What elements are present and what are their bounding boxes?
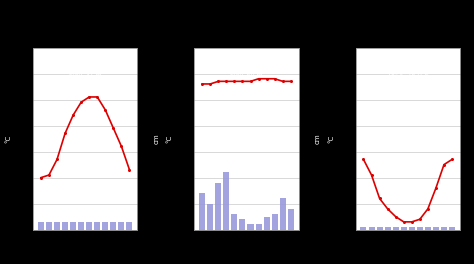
Bar [376, 227, 383, 230]
Bar [231, 214, 237, 230]
Text: Elev. 60 m: Elev. 60 m [230, 73, 263, 78]
Text: Elev. 31 m: Elev. 31 m [69, 73, 101, 78]
Bar [86, 222, 92, 230]
Y-axis label: °C: °C [5, 134, 11, 143]
Bar [409, 227, 415, 230]
Y-axis label: cm: cm [314, 133, 320, 144]
Y-axis label: cm: cm [153, 133, 159, 144]
Bar [288, 209, 294, 230]
Y-axis label: °C: °C [328, 134, 334, 143]
Bar [94, 222, 100, 230]
Bar [441, 227, 447, 230]
Bar [272, 214, 278, 230]
Bar [78, 222, 84, 230]
Bar [433, 227, 439, 230]
Bar [54, 222, 60, 230]
Text: Climograph 3: Climograph 3 [361, 24, 454, 37]
Text: Climograph 1: Climograph 1 [38, 24, 132, 37]
Bar [368, 227, 374, 230]
Bar [223, 172, 229, 230]
Bar [102, 222, 109, 230]
Bar [247, 224, 254, 230]
Bar [215, 183, 221, 230]
Bar [280, 199, 286, 230]
Bar [264, 217, 270, 230]
Bar [384, 227, 391, 230]
Bar [38, 222, 44, 230]
Bar [417, 227, 423, 230]
Bar [425, 227, 431, 230]
Text: McMurdo Station: McMurdo Station [377, 53, 438, 58]
Text: 45.5° N, 74° W: 45.5° N, 74° W [59, 53, 111, 58]
Bar [360, 227, 366, 230]
Bar [392, 227, 399, 230]
Bar [70, 222, 76, 230]
Bar [118, 222, 125, 230]
Text: Climograph 2: Climograph 2 [200, 24, 293, 37]
Y-axis label: °C: °C [167, 134, 173, 143]
Bar [239, 219, 246, 230]
Bar [62, 222, 68, 230]
Bar [199, 193, 205, 230]
Bar [46, 222, 52, 230]
Bar [401, 227, 407, 230]
Text: Elev. 2 m: Elev. 2 m [393, 93, 422, 98]
Bar [449, 227, 455, 230]
Bar [255, 224, 262, 230]
Bar [207, 204, 213, 230]
Bar [127, 222, 133, 230]
Text: 78° S, 167° E: 78° S, 167° E [387, 73, 428, 78]
Text: 3° S, 60° W: 3° S, 60° W [227, 53, 266, 58]
Bar [110, 222, 117, 230]
